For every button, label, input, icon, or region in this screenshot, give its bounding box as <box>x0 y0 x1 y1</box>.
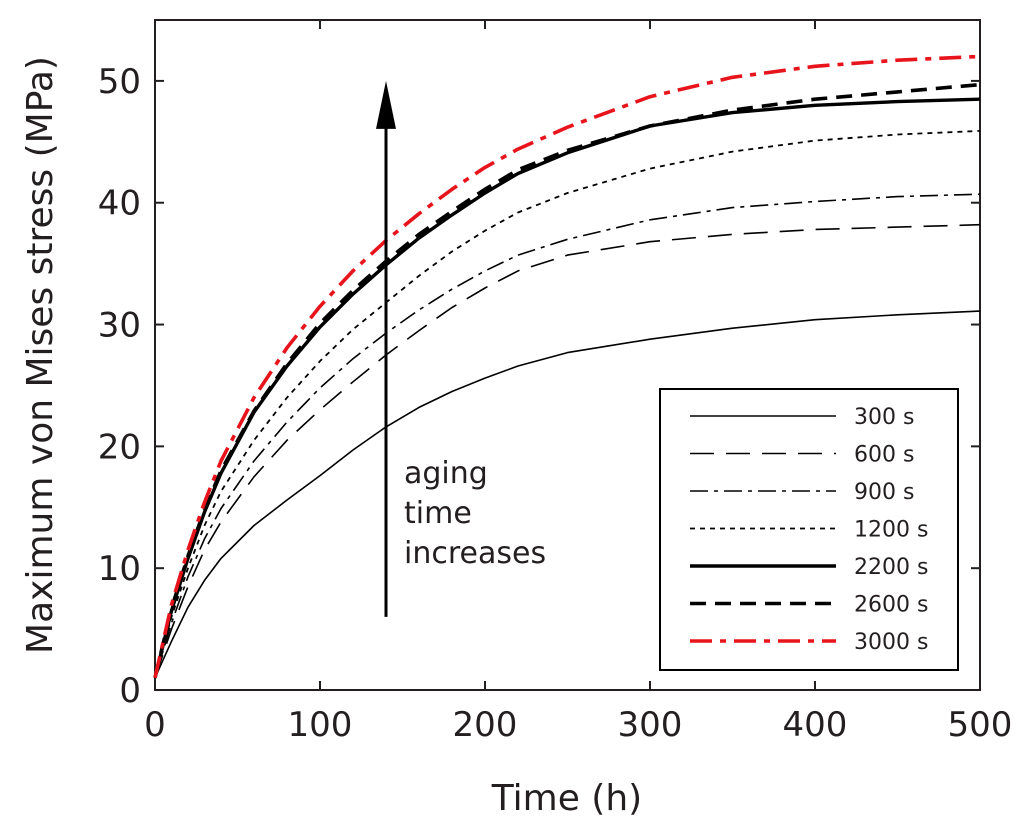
series-line-1200s <box>154 130 981 679</box>
legend-label: 3000 s <box>854 630 928 655</box>
legend-box <box>659 388 959 671</box>
y-tick-label: 20 <box>98 427 141 467</box>
arrow-head <box>376 80 396 129</box>
y-tick-label: 40 <box>98 184 141 224</box>
annotation-text: aging <box>404 456 488 491</box>
y-tick-label: 0 <box>119 671 141 711</box>
x-tick-label: 400 <box>783 705 848 745</box>
series-line-2600s <box>153 82 981 679</box>
annotation-text: time <box>404 496 472 531</box>
y-axis-title: Maximum von Mises stress (MPa) <box>20 56 61 654</box>
y-tick-label: 50 <box>98 62 141 102</box>
x-tick-label: 0 <box>144 705 166 745</box>
legend-label: 900 s <box>854 480 914 505</box>
legend-label: 1200 s <box>854 518 928 543</box>
x-tick-label: 200 <box>453 705 518 745</box>
series-layer <box>153 54 981 679</box>
x-tick-label: 300 <box>618 705 683 745</box>
axis-layer: 0 100 200 300 400 500 0 10 20 30 40 50 <box>98 20 1013 745</box>
y-tick-label: 30 <box>98 306 141 346</box>
x-axis-title: Time (h) <box>491 778 642 819</box>
legend: 300 s 600 s 900 s 1200 s 2200 s 2600 s 3000 s <box>659 388 959 671</box>
x-tick-label: 500 <box>948 705 1013 745</box>
legend-label: 600 s <box>854 443 914 468</box>
series-line-900s <box>154 193 981 679</box>
series-line-600s <box>154 223 981 679</box>
series-line-3000s <box>153 54 981 679</box>
annotation-layer: aging time increases <box>376 80 546 617</box>
legend-label: 300 s <box>854 405 914 430</box>
annotation-text: increases <box>404 536 546 571</box>
legend-label: 2200 s <box>854 555 928 580</box>
y-tick-label: 10 <box>98 549 141 589</box>
legend-label: 2600 s <box>854 593 928 618</box>
series-line-300s <box>154 310 981 679</box>
x-tick-label: 100 <box>288 705 353 745</box>
